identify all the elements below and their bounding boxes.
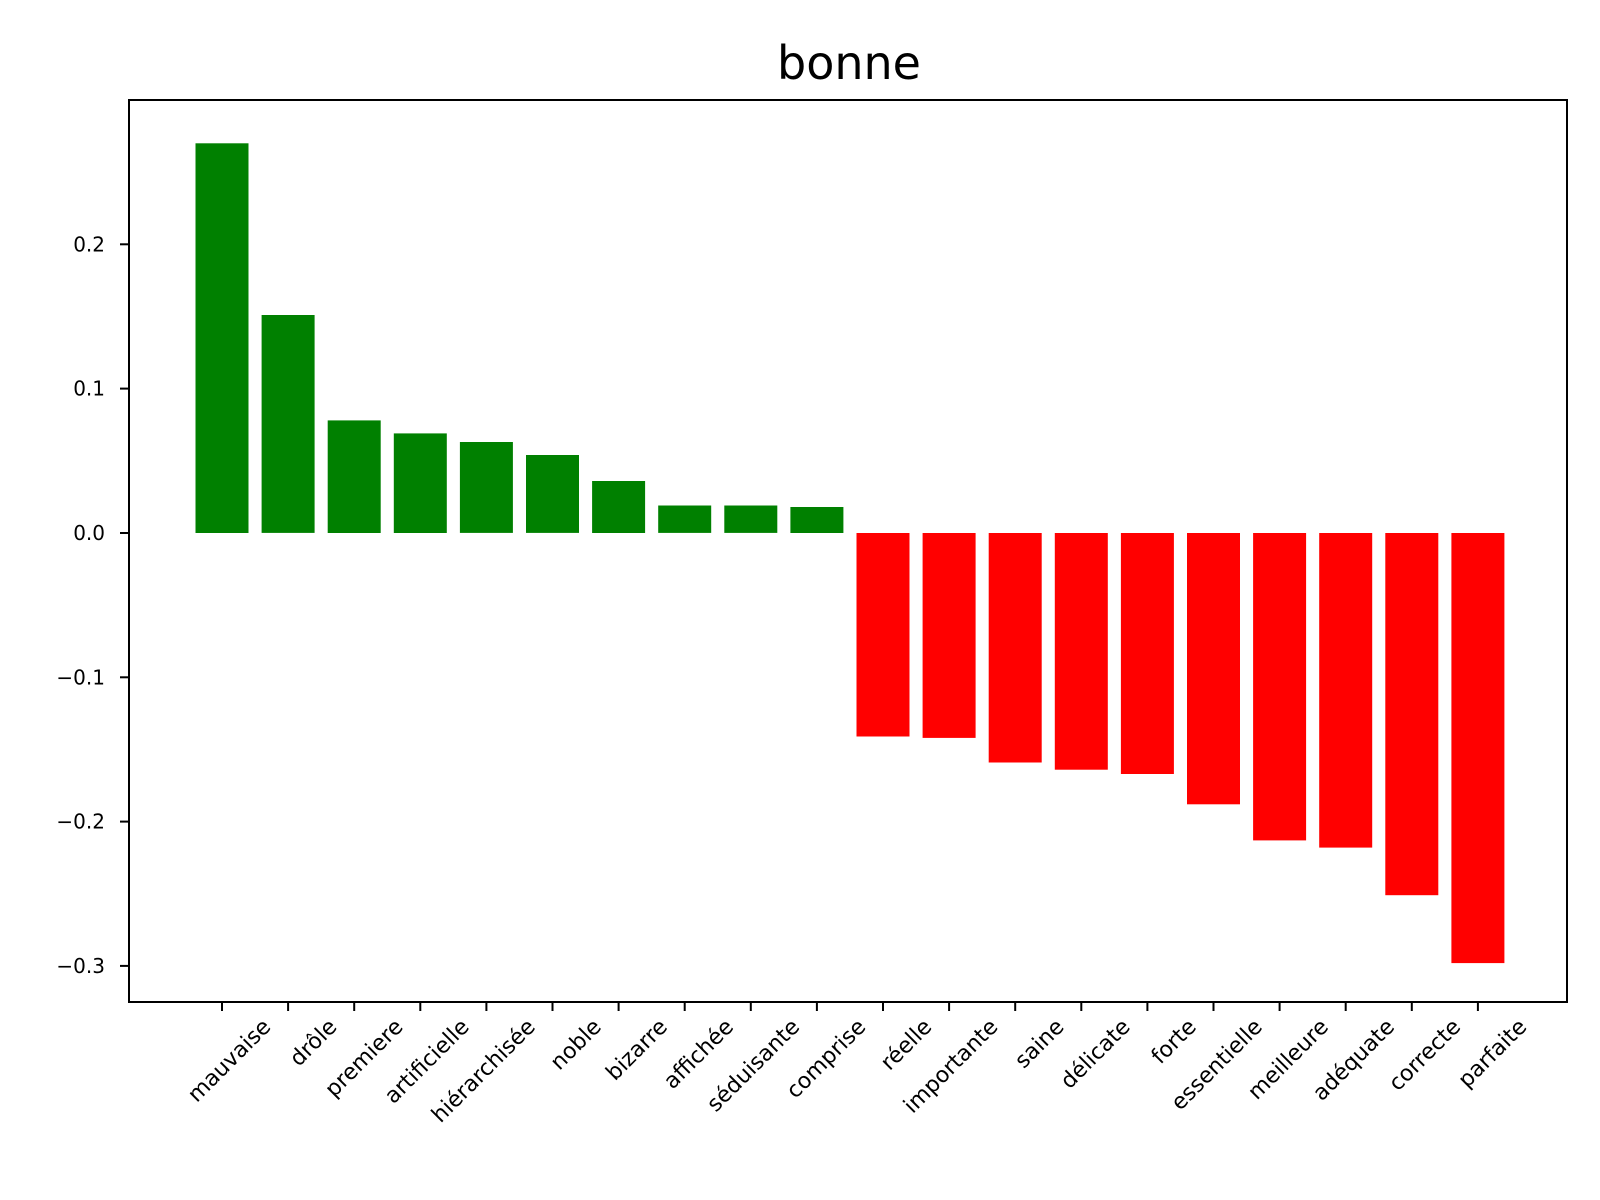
bar-9 <box>790 507 844 533</box>
bar-12 <box>988 533 1042 763</box>
plot-frame <box>128 99 1568 1003</box>
x-axis: mauvaise drôlepremiereartificiellehiérarc… <box>183 1002 1532 1128</box>
bar-6 <box>592 481 646 533</box>
x-tick-label-14: forte <box>1147 1015 1202 1070</box>
x-tick-label-18: correcte <box>1384 1015 1466 1097</box>
bar-10 <box>856 533 910 737</box>
bar-18 <box>1385 533 1439 896</box>
bar-17 <box>1319 533 1373 848</box>
bar-19 <box>1451 533 1505 964</box>
chart-title: bonne <box>777 36 921 90</box>
bar-14 <box>1120 533 1174 774</box>
bar-0 <box>195 143 249 534</box>
y-tick-label-2: 0.0 <box>73 521 105 545</box>
y-tick-label-3: −0.1 <box>56 665 105 689</box>
x-tick-label-12: saine <box>1010 1015 1069 1074</box>
bar-15 <box>1187 533 1240 805</box>
x-tick-label-19: parfaite <box>1454 1015 1532 1093</box>
y-tick-label-5: −0.3 <box>56 954 105 978</box>
bar-5 <box>526 455 579 533</box>
x-tick-label-5: noble <box>546 1015 607 1076</box>
bar-2 <box>327 420 381 533</box>
y-tick-label-4: −0.2 <box>56 810 105 834</box>
y-axis: 0.2 0.1 0.0 −0.1 −0.2 −0.3 <box>56 232 129 978</box>
bars-group <box>195 143 1505 964</box>
y-tick-label-1: 0.1 <box>73 377 105 401</box>
bar-3 <box>393 433 447 533</box>
x-tick-label-0: mauvaise <box>183 1015 276 1108</box>
bar-13 <box>1054 533 1108 770</box>
x-tick-label-10: réelle <box>876 1015 937 1076</box>
bar-4 <box>459 442 513 533</box>
bar-7 <box>658 505 712 533</box>
x-tick-label-1: drôle <box>285 1015 342 1072</box>
x-tick-label-13: délicate <box>1056 1015 1136 1095</box>
bar-11 <box>922 533 976 738</box>
bar-16 <box>1253 533 1307 841</box>
bar-1 <box>261 315 315 533</box>
y-tick-label-0: 0.2 <box>73 232 105 256</box>
bar-8 <box>724 505 778 533</box>
